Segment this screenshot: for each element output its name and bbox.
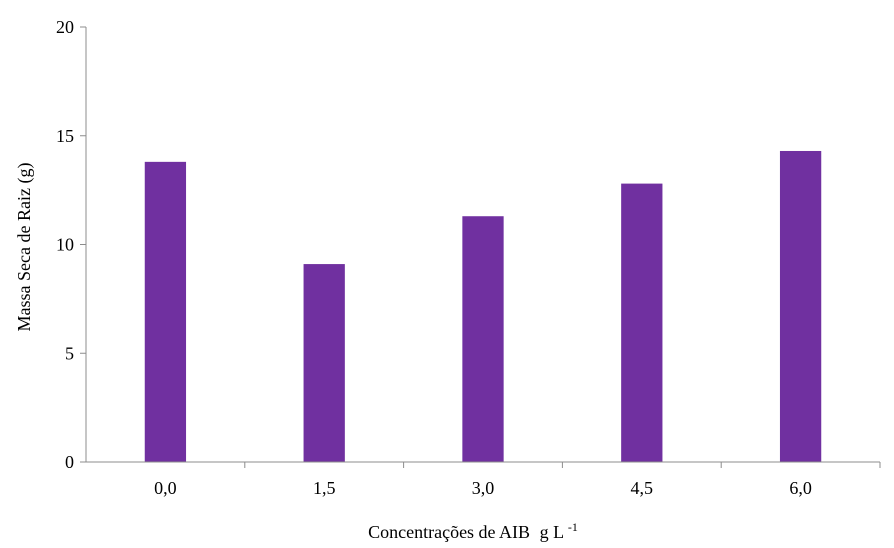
y-axis-title: Massa Seca de Raiz (g) [14, 163, 35, 332]
y-tick-label: 0 [65, 452, 74, 472]
x-tick-label: 1,5 [313, 478, 336, 498]
x-tick-label: 6,0 [789, 478, 812, 498]
x-tick-label: 4,5 [631, 478, 654, 498]
x-tick-label: 3,0 [472, 478, 495, 498]
bars [144, 150, 822, 462]
bar [621, 183, 663, 462]
y-tick-label: 5 [65, 343, 74, 363]
bar [779, 150, 822, 462]
x-axis-ticks: 0,0 1,5 3,0 4,5 6,0 [154, 462, 881, 498]
y-tick-label: 20 [56, 17, 74, 37]
x-axis-title-main: Concentrações de AIB [368, 522, 530, 542]
y-axis-ticks: 0 5 10 15 20 [56, 17, 86, 472]
bar [303, 264, 345, 462]
x-axis-title-unit: g L [540, 522, 564, 542]
y-tick-label: 10 [56, 235, 74, 255]
x-tick-label: 0,0 [154, 478, 177, 498]
x-axis-title: Concentrações de AIB g L -1 [368, 520, 578, 542]
bar [144, 161, 187, 462]
y-tick-label: 15 [56, 126, 74, 146]
bar [462, 216, 504, 462]
x-axis-title-unit-superscript: -1 [568, 520, 578, 534]
